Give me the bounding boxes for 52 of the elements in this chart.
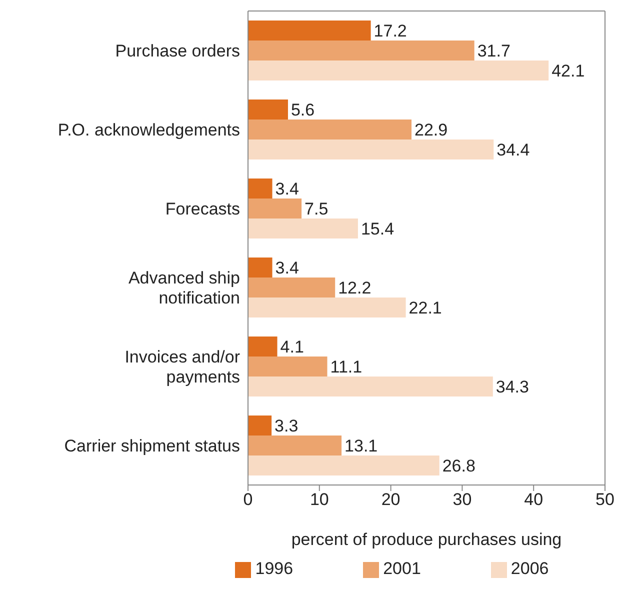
data-label: 3.4	[275, 180, 299, 199]
bar	[248, 257, 272, 278]
data-label: 3.4	[275, 258, 299, 278]
data-label: 34.3	[496, 378, 529, 397]
data-label: 26.8	[442, 456, 476, 476]
bar	[248, 198, 302, 218]
bar	[248, 297, 406, 318]
y-tick-label: P.O. acknowledgements	[58, 120, 240, 139]
data-label: 5.6	[290, 100, 315, 120]
bar	[248, 40, 474, 60]
legend-label: 2001	[383, 559, 421, 578]
data-label: 17.2	[374, 22, 407, 41]
x-tick-label: 30	[452, 490, 472, 510]
y-tick-label: Carrier shipment status	[64, 436, 240, 455]
data-label: 11.1	[330, 358, 362, 377]
bar	[248, 178, 272, 198]
data-label: 42.1	[552, 62, 585, 81]
data-label: 13.1	[344, 436, 378, 456]
y-tick-label: Invoices and/or payments	[124, 347, 240, 386]
bar	[248, 415, 272, 436]
bar	[248, 139, 494, 160]
data-label: 31.7	[477, 42, 510, 61]
bar	[248, 455, 440, 476]
y-tick-label: Advanced ship notification	[128, 268, 240, 307]
bar	[248, 277, 336, 298]
data-label: 15.4	[360, 220, 394, 239]
data-label: 7.5	[304, 200, 328, 219]
x-tick-label: 10	[310, 490, 329, 510]
x-axis-title: percent of produce purchases using	[291, 530, 562, 549]
x-tick-label: 0	[243, 490, 253, 510]
y-tick-label: Purchase orders	[115, 41, 240, 60]
data-label: 22.9	[414, 120, 448, 140]
bar	[248, 20, 371, 40]
bar	[248, 435, 342, 456]
data-label: 34.4	[496, 140, 530, 160]
x-tick-label: 20	[381, 490, 400, 510]
bar	[248, 60, 549, 80]
data-label: 4.1	[280, 338, 304, 357]
bar	[248, 99, 288, 120]
bar	[248, 336, 278, 356]
x-tick-label: 40	[524, 490, 544, 510]
bar	[248, 218, 358, 238]
data-label: 3.3	[274, 416, 298, 436]
bar	[248, 376, 493, 396]
data-label: 22.1	[408, 298, 442, 318]
legend-label: 2006	[510, 559, 549, 578]
data-label: 12.2	[338, 278, 372, 298]
x-tick-label: 50	[596, 490, 614, 510]
legend-label: 1996	[255, 559, 294, 578]
bar	[248, 119, 412, 140]
bar	[248, 356, 328, 376]
y-tick-label: Forecasts	[165, 199, 240, 218]
